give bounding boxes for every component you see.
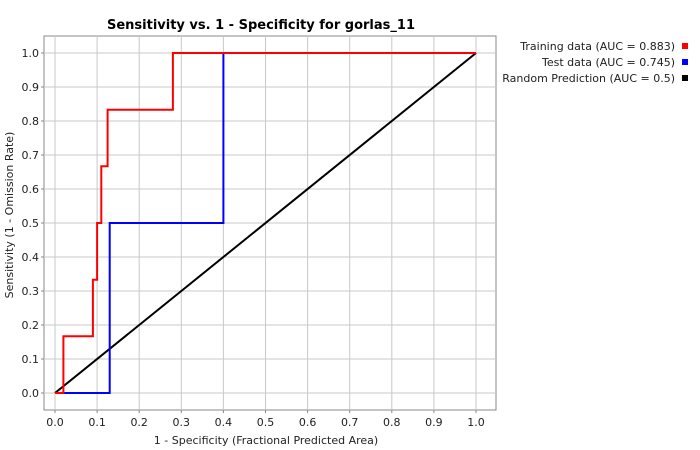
x-tick-label: 0.9: [425, 416, 443, 429]
y-tick-label: 0.6: [22, 183, 40, 196]
x-tick-label: 0.4: [215, 416, 233, 429]
x-tick-label: 0.6: [299, 416, 317, 429]
training-data-line: [55, 52, 476, 394]
x-tick-label: 0.5: [257, 416, 275, 429]
x-tick-label: 1.0: [467, 416, 485, 429]
y-tick-label: 0.4: [22, 251, 40, 264]
y-tick-label: 0.1: [22, 353, 40, 366]
y-tick-label: 0.5: [22, 217, 40, 230]
x-tick-label: 0.7: [341, 416, 359, 429]
x-tick-label: 0.1: [88, 416, 106, 429]
x-tick-label: 0.2: [130, 416, 148, 429]
chart-title: Sensitivity vs. 1 - Specificity for gorl…: [107, 18, 415, 33]
y-tick-label: 0.3: [22, 285, 40, 298]
legend: Training data (AUC = 0.883) Test data (AU…: [502, 40, 688, 85]
y-tick-label: 0.0: [22, 387, 40, 400]
grid-lines: [44, 36, 496, 410]
y-axis-ticks: 0.0 0.1 0.2 0.3 0.4 0.5 0.6 0.7 0.8 0.9 1.0: [22, 47, 44, 400]
legend-swatch-training: [682, 43, 688, 49]
x-tick-label: 0.3: [173, 416, 191, 429]
legend-swatch-random: [682, 75, 688, 81]
y-tick-label: 0.7: [22, 149, 40, 162]
y-tick-label: 1.0: [22, 47, 40, 60]
y-axis-label: Sensitivity (1 - Omission Rate): [3, 132, 16, 299]
legend-swatch-test: [682, 59, 688, 65]
x-tick-label: 0.8: [383, 416, 401, 429]
random-prediction-line: [54, 52, 477, 394]
legend-label-training: Training data (AUC = 0.883): [519, 40, 675, 53]
x-axis-ticks: 0.0 0.1 0.2 0.3 0.4 0.5 0.6 0.7 0.8 0.9 1.0: [46, 410, 485, 429]
legend-label-random: Random Prediction (AUC = 0.5): [502, 72, 675, 85]
series-lines: [54, 52, 477, 394]
x-axis-label: 1 - Specificity (Fractional Predicted Ar…: [154, 434, 378, 447]
y-tick-label: 0.8: [22, 115, 40, 128]
y-tick-label: 0.2: [22, 319, 40, 332]
legend-label-test: Test data (AUC = 0.745): [541, 56, 675, 69]
x-tick-label: 0.0: [46, 416, 64, 429]
y-tick-label: 0.9: [22, 81, 40, 94]
